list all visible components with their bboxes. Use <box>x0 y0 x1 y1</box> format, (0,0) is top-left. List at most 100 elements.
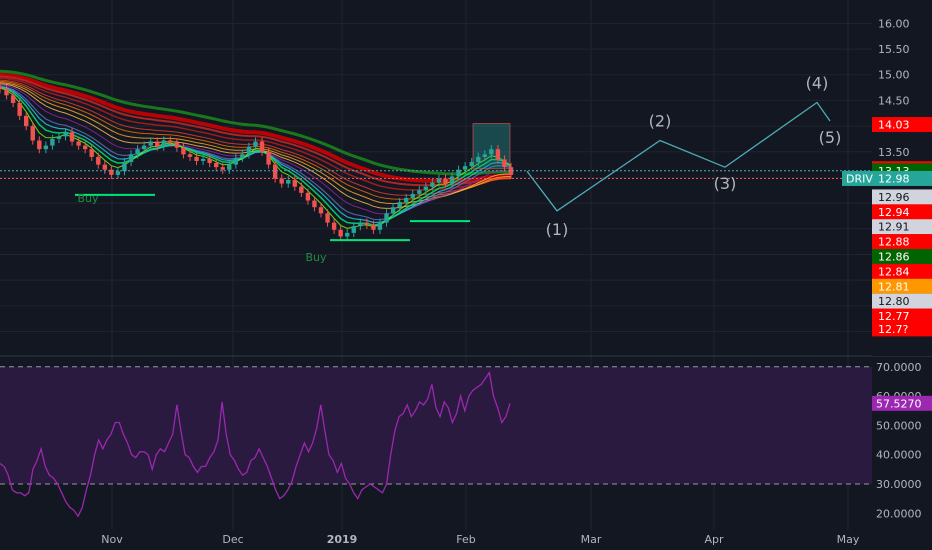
candle-body <box>502 159 507 168</box>
price-axis: 16.0015.5015.0014.5014.0013.5013.0012.50… <box>842 0 932 356</box>
price-tick-label: 15.50 <box>878 43 910 56</box>
date-label: 2019 <box>327 533 358 546</box>
candle-body <box>50 138 55 146</box>
candle-body <box>69 132 75 142</box>
candle-body <box>82 145 88 150</box>
wave-label: (4) <box>806 73 829 92</box>
price-tag <box>872 263 932 279</box>
candle-body <box>115 171 121 175</box>
candle-body <box>318 207 324 214</box>
rsi-tick-label: 70.0000 <box>876 361 922 374</box>
rsi-tick-label: 30.0000 <box>876 478 922 491</box>
candle-body <box>187 154 193 157</box>
moving-average-line <box>0 86 512 224</box>
wave-label: (1) <box>546 220 569 239</box>
rsi-panel <box>0 366 872 518</box>
candle-body <box>63 132 68 137</box>
rsi-current-label: 57.5270 <box>876 397 922 410</box>
candle-body <box>364 222 370 225</box>
candle-body <box>10 95 16 103</box>
candle-body <box>508 167 514 175</box>
candle-body <box>109 169 114 175</box>
candle-body <box>482 154 487 157</box>
wave-path <box>526 101 831 212</box>
candle-body <box>436 178 442 183</box>
candle-body <box>207 158 212 164</box>
candle-body <box>43 145 49 150</box>
candle-body <box>384 213 389 223</box>
date-label: May <box>837 533 860 546</box>
candle-body <box>489 149 494 155</box>
candle-body <box>266 151 271 165</box>
candle-body <box>338 229 343 237</box>
rsi-tick-label: 20.0000 <box>876 507 922 520</box>
date-label: Dec <box>222 533 243 546</box>
price-tick-label: 15.00 <box>878 69 910 82</box>
candle-body <box>430 182 435 187</box>
candle-body <box>331 222 337 230</box>
candle-body <box>305 192 311 201</box>
candle-body <box>299 186 304 193</box>
candle-body <box>397 202 402 208</box>
candle-body <box>122 162 127 172</box>
candle-body <box>96 156 101 165</box>
candle-body <box>161 140 166 147</box>
candle-body <box>259 141 265 152</box>
candle-body <box>76 141 81 146</box>
candle-body <box>292 180 298 187</box>
candle-body <box>30 126 35 141</box>
candle-body <box>403 197 409 203</box>
candle-body <box>89 149 94 157</box>
rsi-line <box>0 370 511 518</box>
price-tag-label: 12.86 <box>878 251 910 264</box>
symbol-tag <box>842 170 872 186</box>
moving-average-line <box>0 69 512 176</box>
candle-body <box>443 178 448 184</box>
elliott-wave-projection: (1) (2) (3) (4) (5) <box>526 73 841 239</box>
buy-label: Buy <box>77 192 99 205</box>
price-tag <box>872 170 932 186</box>
candle-body <box>37 140 42 150</box>
candle-body <box>135 149 140 155</box>
symbol-tag-label: DRIV <box>846 172 873 185</box>
candle-body <box>410 193 415 198</box>
candle-body <box>417 190 422 194</box>
candle-body <box>200 158 206 162</box>
price-tick-label: 14.50 <box>878 94 910 107</box>
candle-body <box>462 166 468 170</box>
candle-body <box>155 141 160 147</box>
rsi-axis: 70.000060.000050.000040.000030.000020.00… <box>872 357 932 529</box>
candle-body <box>227 164 232 170</box>
date-label: Feb <box>456 533 475 546</box>
time-axis: Nov Dec 2019 Feb Mar Apr May <box>0 530 932 550</box>
rsi-axis-bg <box>872 357 932 529</box>
candle-body <box>345 232 350 237</box>
candle-body <box>351 226 356 233</box>
wave-label: (3) <box>714 174 737 193</box>
price-tick-label: 16.00 <box>878 17 910 30</box>
candle-body <box>456 169 461 177</box>
candle-body <box>220 167 225 170</box>
candle-body <box>286 180 291 184</box>
moving-average-line <box>0 72 512 184</box>
candle-body <box>253 141 258 147</box>
rsi-current-tag <box>872 395 932 411</box>
candle-body <box>240 154 245 158</box>
date-label: Mar <box>581 533 602 546</box>
wave-label: (2) <box>649 111 672 130</box>
candle-body <box>213 163 219 168</box>
price-tag-label: 12.91 <box>878 221 910 234</box>
price-tick-label: 13.50 <box>878 146 910 159</box>
price-tag-label: 12.98 <box>878 172 910 185</box>
candle-body <box>246 146 252 155</box>
buy-annotations: Buy Buy <box>77 192 327 264</box>
price-tag-label: 12.80 <box>878 295 910 308</box>
price-tag-label: 12.84 <box>878 265 910 278</box>
price-tag <box>872 308 932 324</box>
candle-body <box>469 162 474 167</box>
date-label: Nov <box>101 533 123 546</box>
price-tag <box>872 219 932 235</box>
candle-body <box>128 154 134 163</box>
price-tag <box>872 204 932 220</box>
